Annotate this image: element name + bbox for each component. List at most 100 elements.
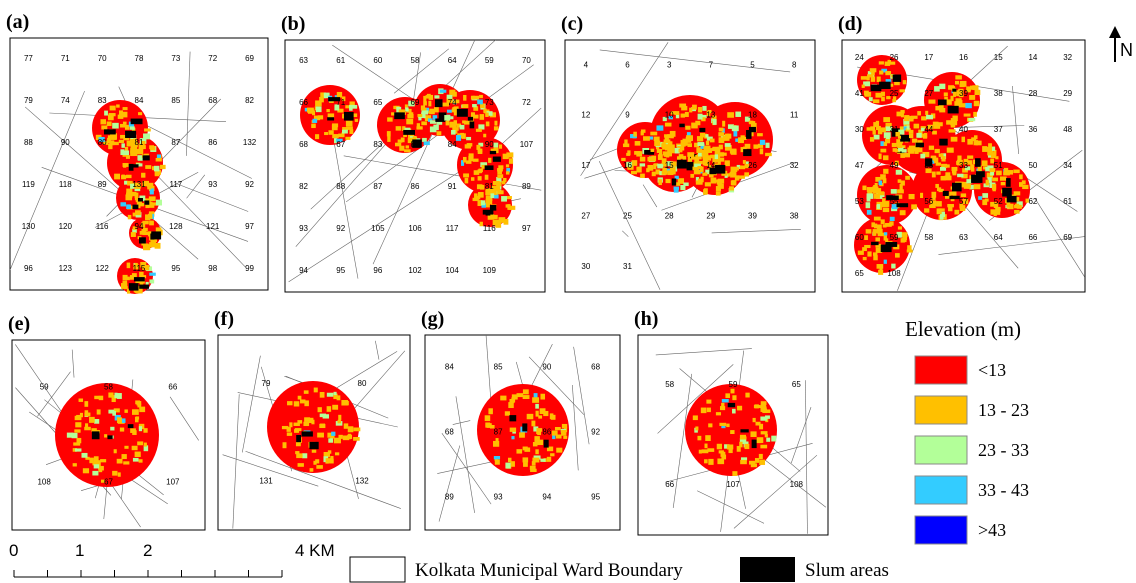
elevation-cell xyxy=(708,423,712,427)
ward-number: 79 xyxy=(262,379,271,388)
elevation-cell xyxy=(704,444,707,449)
elevation-cell xyxy=(75,422,81,427)
ward-number: 16 xyxy=(623,161,632,170)
elevation-cell xyxy=(878,270,883,275)
elevation-cell xyxy=(121,175,126,179)
slum-area xyxy=(139,285,149,289)
elevation-cell xyxy=(864,235,868,240)
ward-number: 39 xyxy=(959,89,968,98)
elevation-cell xyxy=(480,185,484,190)
elevation-cell xyxy=(679,104,686,108)
ward-number: 80 xyxy=(358,379,367,388)
elevation-cell xyxy=(705,134,708,137)
ward-number: 117 xyxy=(446,224,459,233)
elevation-cell xyxy=(982,146,987,152)
elevation-cell xyxy=(126,189,132,193)
ward-number: 85 xyxy=(171,96,180,105)
elevation-cell xyxy=(396,126,402,130)
elevation-cell xyxy=(697,436,701,440)
ward-number: 93 xyxy=(299,224,308,233)
elevation-cell xyxy=(702,155,707,159)
ward-number: 61 xyxy=(1063,197,1072,206)
elevation-cell xyxy=(986,180,989,186)
elevation-cell xyxy=(732,180,737,185)
ward-number: 66 xyxy=(299,98,308,107)
ward-number: 96 xyxy=(373,266,382,275)
elevation-cell xyxy=(982,199,987,205)
elevation-cell xyxy=(83,468,89,473)
slum-area xyxy=(971,175,982,183)
elevation-cell xyxy=(902,237,906,242)
elevation-cell xyxy=(694,170,701,174)
ward-number: 12 xyxy=(581,111,590,120)
ward-number: 48 xyxy=(1063,125,1072,134)
elevation-cell xyxy=(283,442,287,448)
slum-area xyxy=(104,129,116,134)
ward-number: 94 xyxy=(299,266,308,275)
elevation-cell xyxy=(156,200,162,206)
elevation-cell xyxy=(710,139,715,143)
ward-number: 5 xyxy=(750,60,755,69)
elevation-cell xyxy=(407,114,413,118)
slum-area xyxy=(128,424,134,428)
elevation-cell xyxy=(555,427,561,430)
elevation-cell xyxy=(327,406,332,412)
elevation-cell xyxy=(624,139,627,143)
elevation-cell xyxy=(130,150,134,156)
ward-number: 108 xyxy=(887,269,901,278)
ward-number: 89 xyxy=(445,493,454,502)
elevation-cell xyxy=(428,101,431,107)
elevation-cell xyxy=(676,182,680,186)
elevation-cell xyxy=(104,111,108,116)
ward-number: 70 xyxy=(98,54,107,63)
ward-number: 6 xyxy=(625,60,630,69)
elevation-cell xyxy=(870,126,875,130)
elevation-cell xyxy=(473,198,479,201)
slum-area xyxy=(139,237,146,243)
slum-area xyxy=(952,183,962,192)
elevation-cell xyxy=(944,92,948,96)
elevation-cell xyxy=(109,113,116,116)
elevation-cell xyxy=(485,422,490,427)
elevation-cell xyxy=(939,108,945,112)
ward-number: 24 xyxy=(855,53,864,62)
elevation-cell xyxy=(498,165,503,169)
elevation-cell xyxy=(883,169,888,174)
elevation-cell xyxy=(530,466,536,470)
elevation-cell xyxy=(338,415,341,420)
ward-number: 85 xyxy=(494,363,503,372)
elevation-cell xyxy=(668,170,674,175)
elevation-cell xyxy=(701,177,704,183)
elevation-cell xyxy=(139,203,144,206)
elevation-cell xyxy=(304,390,309,393)
ward-number: 3 xyxy=(667,60,672,69)
slum-area xyxy=(728,403,735,407)
ward-number: 59 xyxy=(890,233,899,242)
elevation-cell xyxy=(730,430,734,434)
elevation-cell xyxy=(883,208,889,212)
slum-area xyxy=(92,431,100,439)
elevation-cell xyxy=(640,163,645,166)
elevation-cell xyxy=(704,459,708,463)
elevation-cell xyxy=(123,150,129,155)
elevation-cell xyxy=(982,193,988,198)
slum-area xyxy=(1006,178,1011,187)
elevation-cell xyxy=(996,171,1002,176)
elevation-cell xyxy=(418,117,421,120)
ward-number: 80 xyxy=(98,138,107,147)
elevation-cell xyxy=(120,124,125,128)
ward-number: 94 xyxy=(542,493,551,502)
elevation-cell xyxy=(148,214,152,219)
elevation-cell xyxy=(318,407,322,412)
slum-area xyxy=(952,89,956,92)
elevation-cell xyxy=(399,146,404,151)
elevation-cell xyxy=(133,458,139,462)
elevation-cell xyxy=(141,173,145,178)
elevation-cell xyxy=(735,138,738,141)
elevation-cell xyxy=(123,461,129,464)
slum-area xyxy=(327,117,334,120)
elevation-cell xyxy=(952,169,957,173)
elevation-cell xyxy=(130,428,136,433)
elevation-cell xyxy=(149,273,156,276)
elevation-cell xyxy=(713,119,717,125)
